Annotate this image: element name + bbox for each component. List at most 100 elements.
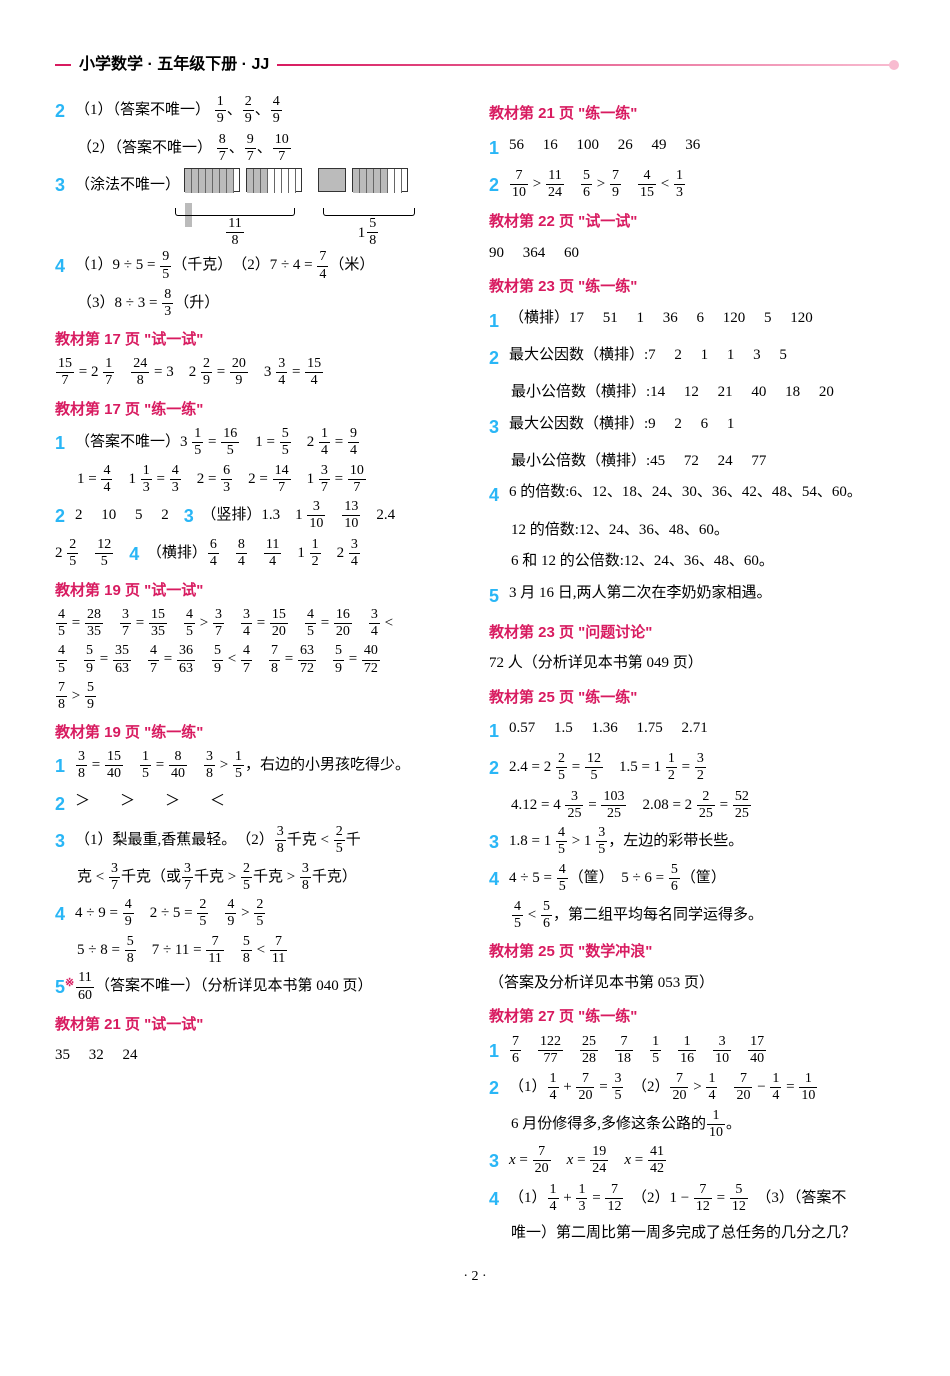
text: 1.8 = 1 xyxy=(509,833,555,849)
p19b-4b: 5 ÷ 8 = 58 7 ÷ 11 = 711 58 < 711 xyxy=(55,934,461,967)
text: （1） xyxy=(509,1190,547,1206)
sec-27a: 教材第 27 页 "练一练" xyxy=(489,1003,895,1032)
qnum: 3 xyxy=(489,1144,509,1178)
qnum: 1 xyxy=(489,714,509,748)
text: （2） xyxy=(624,1079,669,1095)
text: 最大公因数（横排）:9 2 6 1 xyxy=(509,410,895,439)
qnum: 4 xyxy=(489,478,509,512)
text: （1）梨最重,香蕉最轻。 （2） xyxy=(75,832,274,848)
header-rule xyxy=(277,64,895,66)
p27a-4b: 唯一）第二周比第一周多完成了总任务的几分之几？ xyxy=(489,1219,895,1248)
p25a-2: 2 2.4 = 2 25 = 125 1.5 = 1 12 = 32 xyxy=(489,751,895,785)
p19b-3b: 克 < 37千克（或37千克 > 25千克 > 38千克） xyxy=(55,861,461,894)
qnum: 1 xyxy=(489,1034,509,1068)
p25a-3: 3 1.8 = 1 45 > 1 35，左边的彩带长些。 xyxy=(489,825,895,859)
content-columns: 2 （1）（答案不唯一） 19、29、49 （2）（答案不唯一） 87、97、1… xyxy=(55,94,895,1250)
p17b-r2: 2 25 125 4 （横排）64 84 114 1 12 2 34 xyxy=(55,537,461,571)
text: 7 ÷ 11 = xyxy=(137,942,206,958)
text: 4.12 = 4 xyxy=(511,797,564,813)
text: 56 16 100 26 49 36 xyxy=(509,131,895,160)
sec-22a: 教材第 22 页 "试一试" xyxy=(489,208,895,237)
qnum-4b: 4 xyxy=(129,537,139,571)
p23a-1: 1（横排）17 51 1 36 6 120 5 120 xyxy=(489,304,895,338)
page-header: 小学数学 · 五年级下册 · JJ xyxy=(55,50,895,80)
text: （升） xyxy=(174,295,219,311)
p19a-1: 45 = 2835 37 = 1535 45 > 37 34 = 1520 45… xyxy=(55,607,461,640)
text: ，左边的彩带长些。 xyxy=(608,833,743,849)
q2-2: （2）（答案不唯一） 87、97、107 xyxy=(55,132,461,165)
p19b-5: 5※ 1160（答案不唯一）（分析详见本书第 040 页） xyxy=(55,970,461,1004)
q4: 4 （1）9 ÷ 5 = 95（千克） （2）7 ÷ 4 = 74（米） xyxy=(55,249,461,283)
text: （千克） （2）7 ÷ 4 = xyxy=(172,257,316,273)
p21b-1: 1 56 16 100 26 49 36 xyxy=(489,131,895,165)
qnum-2b: 2 xyxy=(55,499,75,533)
p25a-4b: 45 < 56，第二组平均每名同学运得多。 xyxy=(489,899,895,932)
text: 0.57 1.5 1.36 1.75 2.71 xyxy=(509,714,895,743)
q2: 2 （1）（答案不唯一） 19、29、49 xyxy=(55,94,461,128)
qnum-2: 2 xyxy=(55,94,75,128)
text: （3）8 ÷ 3 = xyxy=(77,295,161,311)
sec-23b: 教材第 23 页 "问题讨论" xyxy=(489,619,895,648)
q3-labels: 118 158 xyxy=(55,206,461,249)
text: 6 月份修得多,多修这条公路的 xyxy=(511,1116,706,1132)
qnum: 2 xyxy=(489,751,509,785)
p27a-1: 1 76 12277 2528 718 15 116 310 1740 xyxy=(489,1034,895,1068)
text: 72 人（分析详见本书第 049 页） xyxy=(489,649,895,678)
p19b-3: 3 （1）梨最重,香蕉最轻。 （2）38千克 < 25千 xyxy=(55,824,461,858)
p23b: 72 人（分析详见本书第 049 页） xyxy=(489,649,895,678)
text: 2 10 5 2 xyxy=(75,507,169,523)
qnum: 3 xyxy=(489,825,509,859)
qnum: 2 xyxy=(489,168,509,202)
text: 克 < xyxy=(77,869,108,885)
p23a-4: 46 的倍数:6、12、18、24、30、36、42、48、54、60。 xyxy=(489,478,895,512)
sec-21b: 教材第 21 页 "练一练" xyxy=(489,100,895,129)
p19a-3: 78 > 59 xyxy=(55,680,461,713)
text: 千克） xyxy=(312,869,357,885)
left-column: 2 （1）（答案不唯一） 19、29、49 （2）（答案不唯一） 87、97、1… xyxy=(55,94,461,1250)
sec-23a: 教材第 23 页 "练一练" xyxy=(489,273,895,302)
qnum: 2 xyxy=(489,1071,509,1105)
qnum-3c: 3 xyxy=(55,824,75,858)
text: 2 ÷ 5 = xyxy=(135,905,197,921)
qnum-1: 1 xyxy=(55,426,75,460)
text: （涂法不唯一） xyxy=(75,177,180,193)
p17b-1: 1 （答案不唯一）3 15 = 165 1 = 55 2 14 = 94 xyxy=(55,426,461,460)
p23a-2: 2最大公因数（横排）:7 2 1 1 3 5 xyxy=(489,341,895,375)
q2-content: （1）（答案不唯一） 19、29、49 xyxy=(75,94,461,127)
text: （横排） xyxy=(154,545,207,561)
text: 2.08 = 2 xyxy=(627,797,695,813)
text: 最大公因数（横排）:7 2 1 1 3 5 xyxy=(509,341,895,370)
qnum-2c: 2 xyxy=(55,787,75,821)
p27a-2: 2 （1）14 + 720 = 35 （2）720 > 14 720 − 14 … xyxy=(489,1071,895,1105)
q4-content: （1）9 ÷ 5 = 95（千克） （2）7 ÷ 4 = 74（米） xyxy=(75,249,461,282)
text: 1.5 = 1 xyxy=(604,759,665,775)
qnum-3: 3 xyxy=(55,168,75,202)
sec-19a: 教材第 19 页 "试一试" xyxy=(55,577,461,606)
p21b-2: 2 710 > 1124 56 > 79 415 < 13 xyxy=(489,168,895,202)
text: ，第二组平均每名同学运得多。 xyxy=(553,907,763,923)
q3-content: （涂法不唯一） xyxy=(75,168,461,204)
text: （筐） 5 ÷ 6 = xyxy=(569,870,668,886)
text: （3）（答案不 xyxy=(749,1190,847,1206)
p21a: 35 32 24 xyxy=(55,1041,461,1070)
p22a: 90 364 60 xyxy=(489,239,895,268)
text: 千克 > xyxy=(253,869,299,885)
shading-boxes xyxy=(184,168,408,204)
p19b-2: 2 ＞ ＞ ＞ ＜ xyxy=(55,787,461,821)
text: （筐） xyxy=(681,870,726,886)
p23a-4c: 6 和 12 的公倍数:12、24、36、48、60。 xyxy=(489,547,895,576)
text: 4 ÷ 9 = xyxy=(75,905,122,921)
p23a-3b: 最小公倍数（横排）:45 72 24 77 xyxy=(489,447,895,476)
text: 35 32 24 xyxy=(55,1041,461,1070)
p25a-2b: 4.12 = 4 325 = 10325 2.08 = 2 225 = 5225 xyxy=(489,789,895,822)
p17b-2-3: 2 2 10 5 2 3 （竖排）1.3 1 310 1310 2.4 xyxy=(55,499,461,533)
p23a-2b: 最小公倍数（横排）:14 12 21 40 18 20 xyxy=(489,378,895,407)
text: 最小公倍数（横排）:45 72 24 77 xyxy=(511,447,895,476)
p23a-4b: 12 的倍数:12、24、36、48、60。 xyxy=(489,516,895,545)
page-number: · 2 · xyxy=(55,1264,895,1291)
qnum-3b: 3 xyxy=(184,499,194,533)
p27a-4: 4 （1）14 + 13 = 712 （2）1 − 712 = 512 （3）（… xyxy=(489,1182,895,1216)
qnum-4c: 4 xyxy=(55,897,75,931)
text: 6 的倍数:6、12、18、24、30、36、42、48、54、60。 xyxy=(509,478,895,507)
p19a-2: 45 59 = 3563 47 = 3663 59 < 47 78 = 6372… xyxy=(55,643,461,676)
